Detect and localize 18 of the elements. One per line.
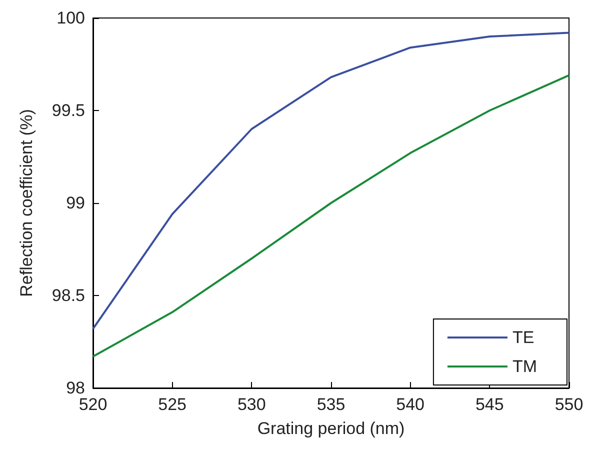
y-tick-label: 98 <box>66 378 85 398</box>
y-tick-label: 100 <box>56 8 85 28</box>
x-tick-label: 525 <box>158 395 187 414</box>
x-tick-label: 550 <box>554 395 584 414</box>
y-axis-title: Reflection coefficient (%) <box>17 109 36 297</box>
line-series <box>92 32 570 330</box>
x-tick-label: 520 <box>78 395 108 414</box>
line-series <box>92 74 570 358</box>
y-tick-label: 98.5 <box>52 286 85 305</box>
x-tick-label: 535 <box>316 395 346 414</box>
y-tick-label: 99.5 <box>52 101 85 120</box>
x-tick-label: 540 <box>396 395 425 414</box>
x-axis-title: Grating period (nm) <box>257 419 405 438</box>
legend-label: TE <box>512 328 534 347</box>
x-tick-label: 530 <box>237 395 266 414</box>
x-tick-label: 545 <box>475 395 504 414</box>
legend-label: TM <box>512 357 537 376</box>
y-tick-label: 99 <box>66 194 85 212</box>
